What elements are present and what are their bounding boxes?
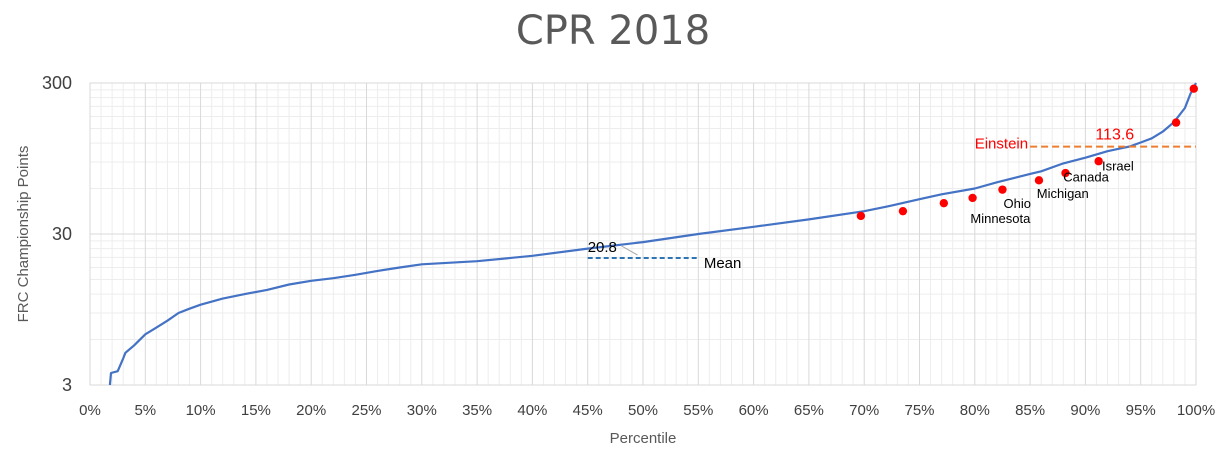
major-grid [89,82,1197,386]
x-tick-label: 5% [134,402,156,419]
x-tick-label: 0% [79,402,101,419]
data-marker [856,211,866,221]
x-tick-label: 75% [904,402,934,419]
x-tick-label: 30% [407,402,437,419]
x-tick-label: 50% [628,402,658,419]
data-marker [1094,157,1103,166]
data-marker [998,185,1007,194]
point-label: Canada [1063,169,1109,184]
data-marker [1061,168,1070,178]
x-tick-label: 15% [241,402,271,419]
y-tick-label: 30 [52,224,72,244]
x-tick-label: 100% [1177,402,1215,419]
x-tick-label: 25% [351,402,381,419]
x-tick-label: 35% [462,402,492,419]
data-marker [1034,176,1044,185]
x-tick-label: 80% [960,402,990,419]
x-tick-label: 70% [849,402,879,419]
x-tick-label: 20% [296,402,326,419]
y-tick-label: 300 [42,73,72,93]
einstein-value-label: 113.6 [1095,127,1134,144]
data-marker [939,198,949,208]
x-axis-title: Percentile [610,430,677,447]
point-label: Israel [1102,159,1134,174]
mean-leader-line [621,245,638,256]
marker-group [856,84,1198,221]
point-label: Minnesota [970,211,1031,226]
einstein-label: Einstein [975,136,1028,153]
x-tick-label: 65% [794,402,824,419]
mean-label: Mean [704,255,742,272]
x-tick-label: 90% [1070,402,1100,419]
x-tick-label: 45% [573,402,603,419]
data-marker [1189,84,1198,93]
data-marker [968,193,977,203]
x-tick-label: 85% [1015,402,1045,419]
x-tick-label: 10% [186,402,216,419]
y-tick-label: 3 [62,375,72,395]
point-label: Michigan [1037,186,1089,201]
data-marker [898,206,908,216]
point-label: Ohio [1004,196,1031,211]
mean-value-label: 20.8 [588,239,617,256]
y-tick-labels: 3 30 300 [42,73,72,395]
y-axis-title: FRC Championship Points [15,146,32,323]
series-group [108,82,1197,386]
data-marker [1171,118,1181,127]
x-tick-label: 40% [517,402,547,419]
x-tick-labels: 0% 5% 10% 15% 20% 25% 30% 35% 40% 45% 50% 55% 60% 65%… [79,402,1215,419]
chart-title: CPR 2018 [515,8,711,54]
x-tick-label: 60% [739,402,769,419]
x-tick-label: 95% [1126,402,1156,419]
series-line [108,82,1197,386]
plot-border [89,82,1197,386]
x-tick-label: 55% [683,402,713,419]
